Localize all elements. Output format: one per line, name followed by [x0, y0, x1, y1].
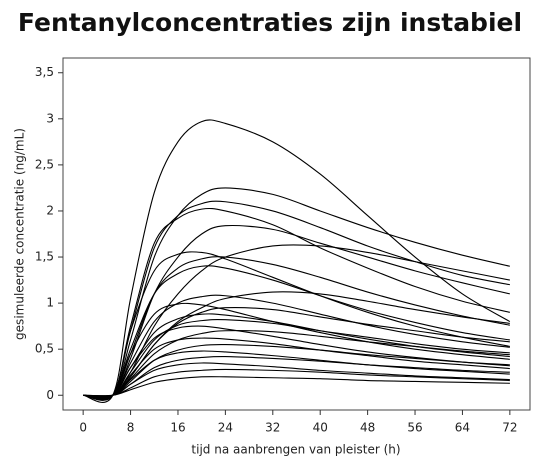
concentration-curve	[83, 307, 510, 398]
concentration-curve	[83, 330, 510, 398]
y-tick-label: 0,5	[35, 342, 54, 356]
x-tick-label: 40	[313, 421, 328, 435]
plot-frame	[62, 57, 531, 411]
y-tick-label: 1	[46, 296, 54, 310]
x-tick-label: 0	[79, 421, 87, 435]
y-axis-label: gesimuleerde concentratie (ng/mL)	[13, 128, 27, 340]
x-tick-label: 32	[265, 421, 280, 435]
x-tick-label: 72	[502, 421, 517, 435]
x-tick-label: 56	[407, 421, 422, 435]
y-tick-label: 3,5	[35, 65, 54, 79]
concentration-curve	[83, 187, 510, 400]
concentration-curve	[83, 368, 510, 397]
y-tick-label: 3	[46, 111, 54, 125]
concentration-curve	[83, 355, 510, 397]
x-tick-label: 48	[360, 421, 375, 435]
chart-title: Fentanylconcentraties zijn instabiel	[18, 8, 522, 37]
y-tick-label: 2	[46, 203, 54, 217]
concentration-curve	[83, 294, 510, 399]
concentration-curve	[83, 337, 510, 398]
concentration-curve	[83, 224, 510, 399]
x-tick-label: 8	[127, 421, 135, 435]
concentration-curve	[83, 362, 510, 397]
concentration-curve	[83, 207, 510, 401]
x-tick-label: 24	[218, 421, 233, 435]
concentration-curve	[83, 350, 510, 397]
x-axis-label: tijd na aanbrengen van pleister (h)	[191, 443, 400, 457]
concentration-curve	[83, 302, 510, 399]
concentration-curve	[83, 343, 510, 397]
y-tick-label: 2,5	[35, 157, 54, 171]
concentration-curve	[83, 376, 510, 397]
concentration-curve	[83, 251, 510, 401]
concentration-curve	[83, 318, 510, 398]
x-tick-label: 64	[455, 421, 470, 435]
concentration-curve	[83, 265, 510, 400]
y-tick-label: 1,5	[35, 250, 54, 264]
y-tick-label: 0	[46, 388, 54, 402]
x-tick-label: 16	[170, 421, 185, 435]
concentration-curve	[83, 119, 511, 403]
concentration-curve	[83, 325, 510, 398]
